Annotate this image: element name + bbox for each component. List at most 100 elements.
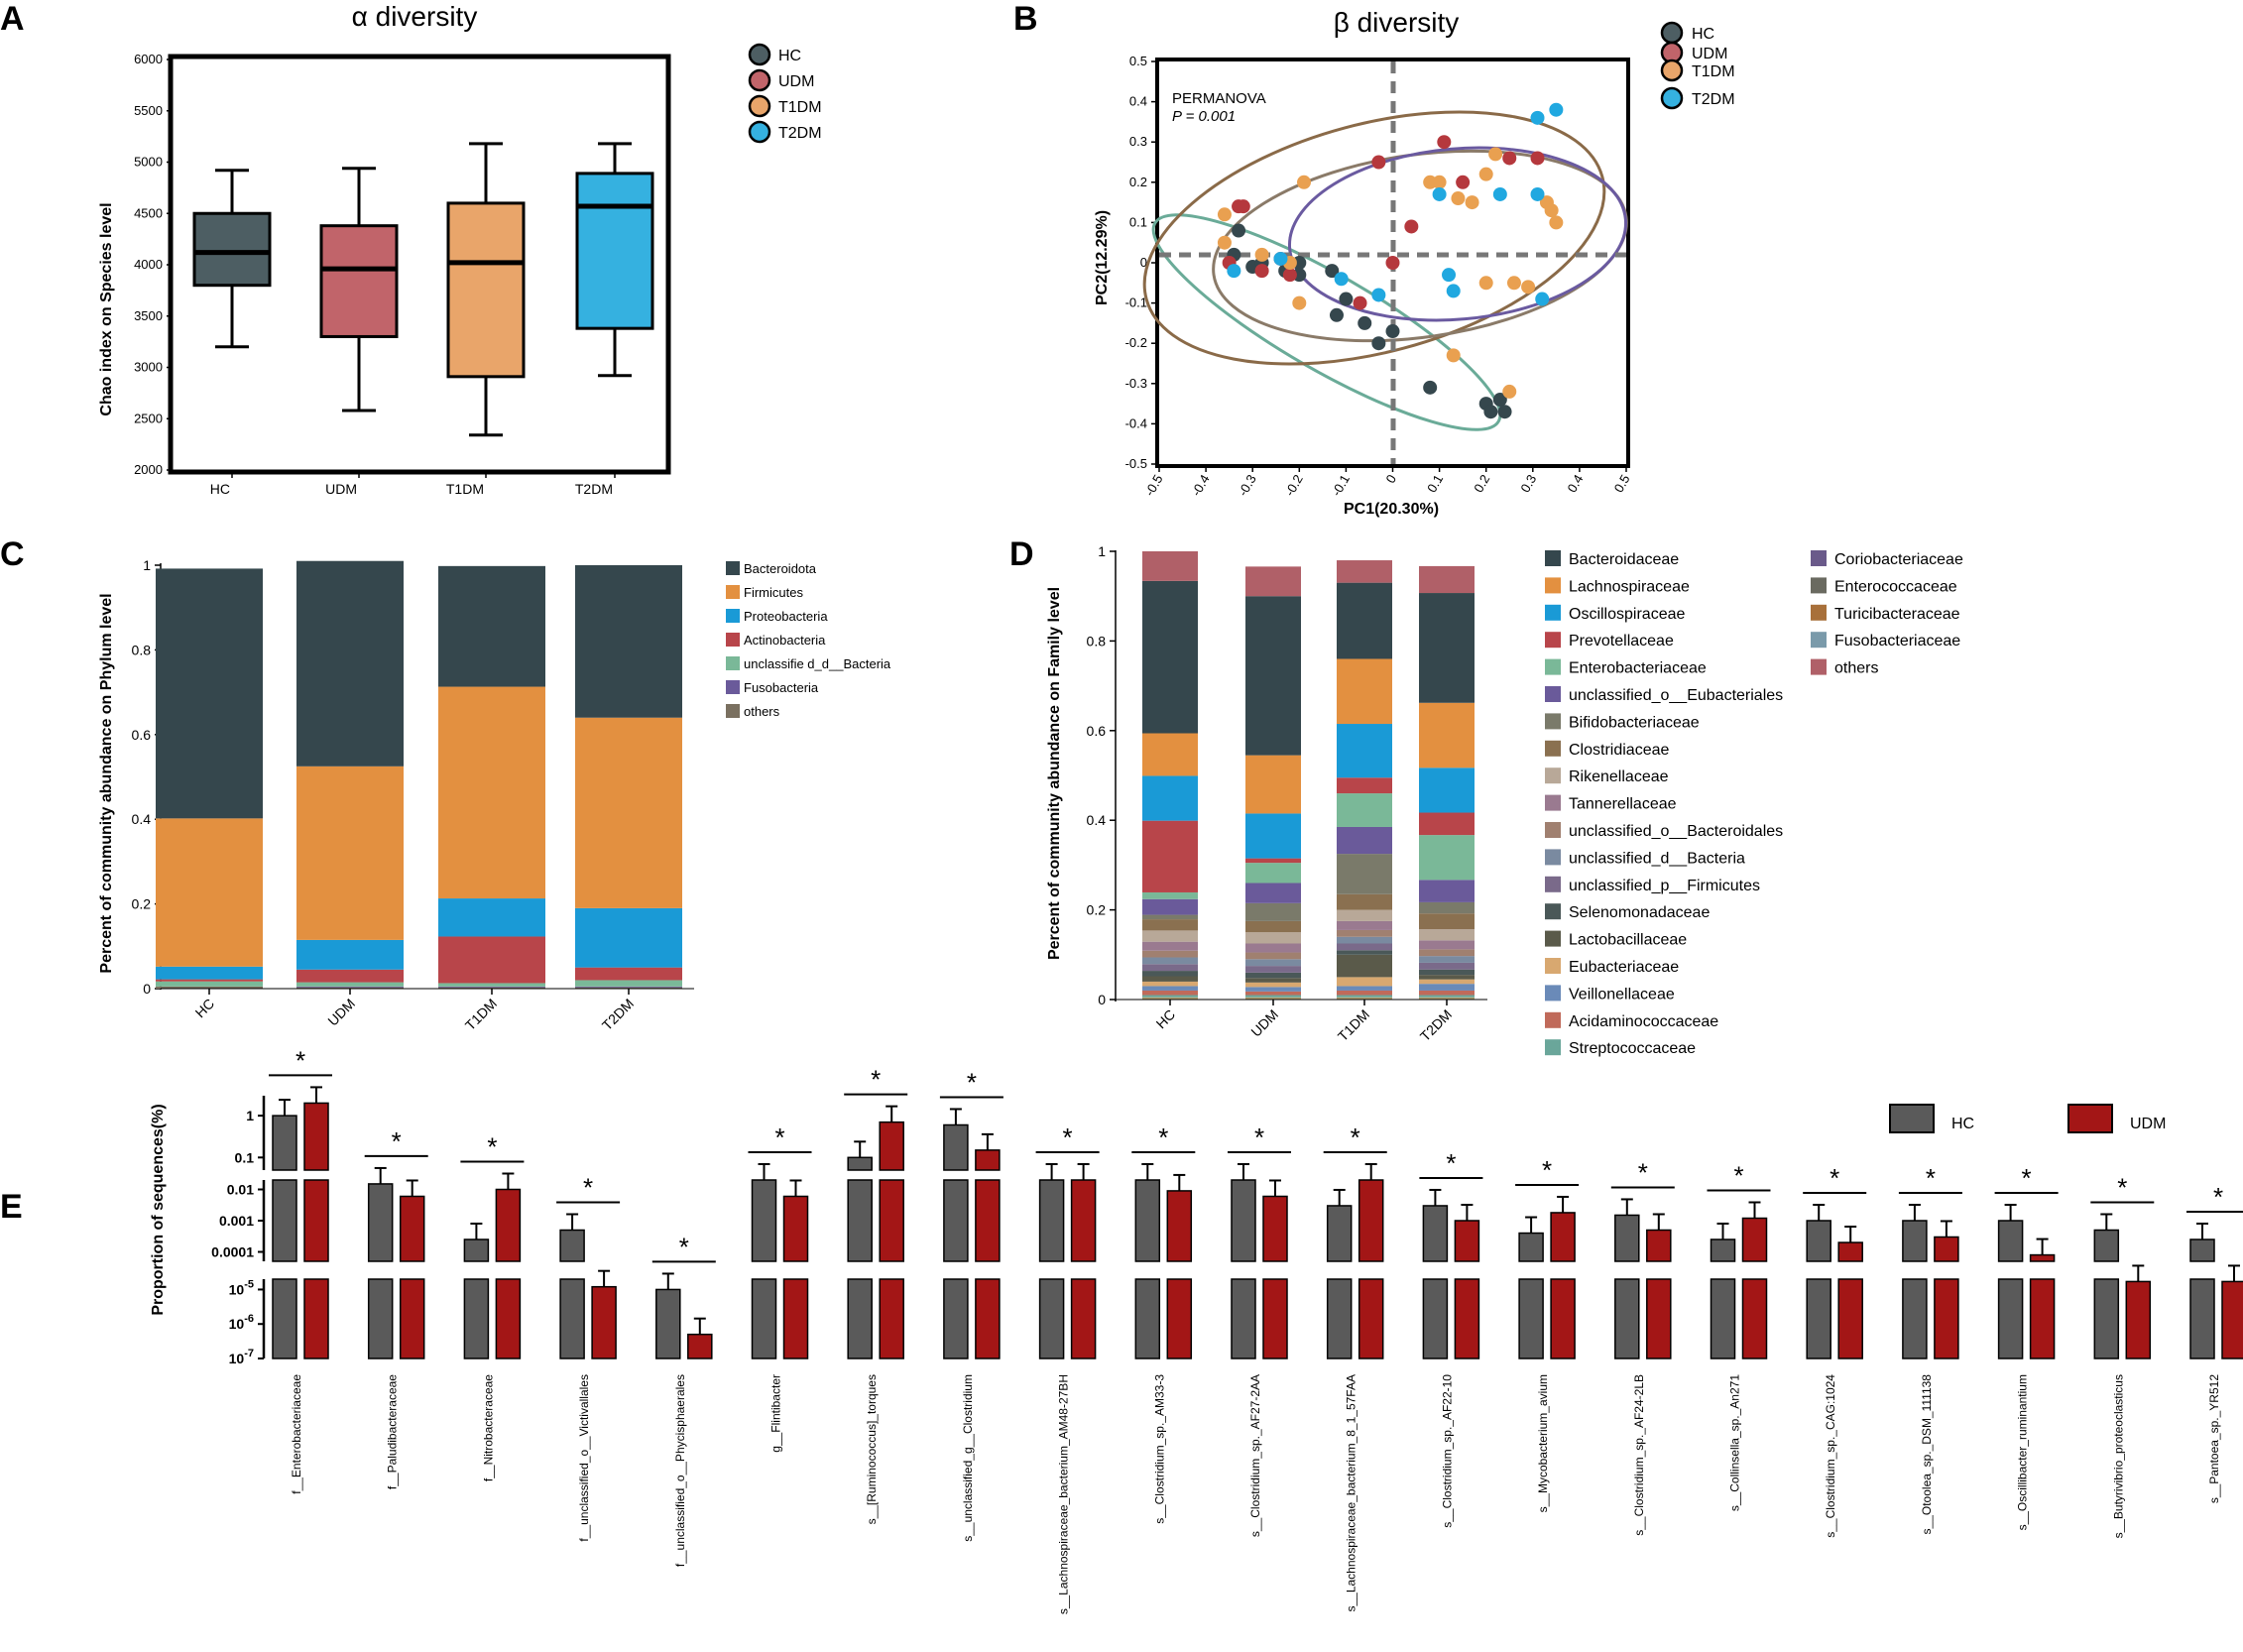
segment-veillonellaceae xyxy=(1419,984,1475,991)
x-category-label: s__Clostridium_sp._AF27-2AA xyxy=(1248,1374,1262,1537)
bar-udm xyxy=(2029,1278,2056,1359)
segment-enterobacteriaceae xyxy=(1245,863,1301,884)
segment-unclassified-o-bacteroidales xyxy=(1142,950,1198,958)
legend-label-unclassified-d-bacteria: unclassified_d__Bacteria xyxy=(1569,850,1745,867)
point-t1dm xyxy=(1451,191,1466,206)
a-ytick-label: 4500 xyxy=(134,205,163,220)
panel-b: β diversity PC2(12.29%) PC1(20.30%) PERM… xyxy=(1094,7,1735,518)
point-t2dm xyxy=(1442,268,1457,283)
legend-swatch-clostridiaceae xyxy=(1545,740,1561,757)
bar-group-s-collinsella-sp-an271: * xyxy=(1707,1161,1771,1359)
segment-rikenellaceae xyxy=(1245,932,1301,944)
legend-label-t2dm: T2DM xyxy=(1692,91,1735,108)
point-t1dm xyxy=(1502,384,1517,399)
x-category-label: f__Enterobacteriaceae xyxy=(290,1374,303,1494)
bar-hc xyxy=(1710,1239,1736,1262)
point-t2dm xyxy=(1227,264,1241,279)
segment-lachnospiraceae xyxy=(1245,755,1301,814)
segment-clostridiaceae xyxy=(1245,920,1301,933)
bar-group-g-flintibacter: * xyxy=(748,1122,812,1359)
legend-label-bifidobacteriaceae: Bifidobacteriaceae xyxy=(1569,714,1700,731)
panel-a-title: α diversity xyxy=(352,1,478,32)
bar-udm xyxy=(1166,1190,1193,1262)
point-t1dm xyxy=(1478,276,1493,291)
segment-oscillospiraceae xyxy=(1245,813,1301,859)
legend-label-oscillospiraceae: Oscillospiraceae xyxy=(1569,606,1685,623)
point-udm xyxy=(1502,151,1517,166)
point-udm xyxy=(1385,256,1400,270)
segment-unclassified-o-eubacteriales xyxy=(1245,883,1301,903)
significance-star: * xyxy=(1254,1122,1264,1152)
panel-a-boxes xyxy=(192,142,654,437)
point-hc xyxy=(1358,315,1372,330)
permanova-p-value: P = 0.001 xyxy=(1172,108,1236,125)
x-category-label: s__Lachnospiraceae_bacterium_AM48-27BH xyxy=(1057,1374,1071,1614)
x-category-label: s__Butyrivibrio_proteoclasticus xyxy=(2111,1374,2125,1538)
legend-label-hc: HC xyxy=(1951,1116,1974,1132)
stacked-bar-t1dm xyxy=(1337,560,1392,1000)
bar-hc xyxy=(847,1156,873,1171)
point-t1dm xyxy=(1549,215,1564,230)
segment-enterobacteriaceae xyxy=(1142,891,1198,899)
b-xtick-label: 0.3 xyxy=(1517,472,1539,495)
legend-swatch-others xyxy=(1811,658,1827,675)
segment-lactobacillaceae xyxy=(1142,976,1198,982)
segment-unclassified-d-bacteria xyxy=(1245,959,1301,967)
legend-swatch-udm xyxy=(2067,1104,2113,1133)
a-ytick-label: 2000 xyxy=(134,462,163,477)
bar-udm xyxy=(782,1195,809,1262)
point-udm xyxy=(1404,219,1419,234)
significance-star: * xyxy=(774,1122,784,1152)
legend-label-lactobacillaceae: Lactobacillaceae xyxy=(1569,932,1687,949)
a-ytick-label: 5000 xyxy=(134,155,163,170)
legend-marker-t2dm xyxy=(748,120,771,144)
xtick-label: UDM xyxy=(1247,1006,1281,1040)
e-ytick-label: 0.001 xyxy=(219,1213,254,1229)
segment-unclassified-d-bacteria xyxy=(1337,936,1392,944)
panel-e-legend: HC UDM xyxy=(1889,1104,2166,1133)
legend-marker-t1dm xyxy=(1660,59,1684,82)
b-xtick-label: 0.4 xyxy=(1564,472,1586,495)
bar-group-s-clostridium-sp-af22-10: * xyxy=(1419,1148,1483,1359)
panel-c-ylabel: Percent of community abundance on Phylum… xyxy=(98,593,115,973)
significance-star: * xyxy=(392,1126,402,1156)
bar-udm xyxy=(1646,1278,1672,1359)
bar-udm xyxy=(1550,1278,1576,1359)
segment-bacteroidota xyxy=(156,568,263,819)
stacked-bar-t2dm xyxy=(1419,565,1475,1000)
segment-tannerellaceae xyxy=(1337,920,1392,930)
b-xtick-label: 0.2 xyxy=(1471,472,1492,495)
bar-udm xyxy=(975,1278,1001,1359)
bar-udm xyxy=(495,1188,522,1262)
segment-lachnospiraceae xyxy=(1337,658,1392,725)
segment-others xyxy=(1142,551,1198,581)
xtick-label: T1DM xyxy=(1335,1006,1372,1044)
bar-hc xyxy=(1710,1278,1736,1359)
significance-star: * xyxy=(1063,1122,1073,1152)
panel-a-yticks: 2000 2500 3000 3500 4000 4500 5000 5500 6000 xyxy=(134,52,173,477)
panel-d-bars xyxy=(1116,551,1487,1001)
bar-udm xyxy=(2221,1280,2243,1359)
a-xtick-label: T1DM xyxy=(446,481,484,497)
point-t2dm xyxy=(1530,110,1545,125)
ytick-label: 1 xyxy=(1098,543,1106,559)
segment-unclassified-o-bacteroidales xyxy=(1245,952,1301,960)
point-hc xyxy=(1423,380,1438,395)
point-udm xyxy=(1282,268,1297,283)
legend-label-t2dm: T2DM xyxy=(778,125,822,142)
panel-c-yticks: 0 0.2 0.4 0.6 0.8 1 xyxy=(132,557,161,997)
box-iqr xyxy=(446,201,526,379)
bar-hc xyxy=(272,1179,297,1262)
legend-label-coriobacteriaceae: Coriobacteriaceae xyxy=(1834,551,1963,568)
segment-others xyxy=(156,986,263,989)
segment-acidaminococcaceae xyxy=(1245,991,1301,996)
point-udm xyxy=(1371,155,1386,170)
segment-oscillospiraceae xyxy=(1337,724,1392,778)
legend-swatch-fusobacteriaceae xyxy=(1811,632,1827,649)
segment-veillonellaceae xyxy=(1245,987,1301,992)
bar-hc xyxy=(943,1278,969,1359)
bar-udm xyxy=(1070,1278,1097,1359)
segment-bifidobacteriaceae xyxy=(1337,854,1392,894)
xtick-label: HC xyxy=(191,996,217,1021)
panel-a-xticks: HC UDM T1DM T2DM xyxy=(210,472,616,497)
